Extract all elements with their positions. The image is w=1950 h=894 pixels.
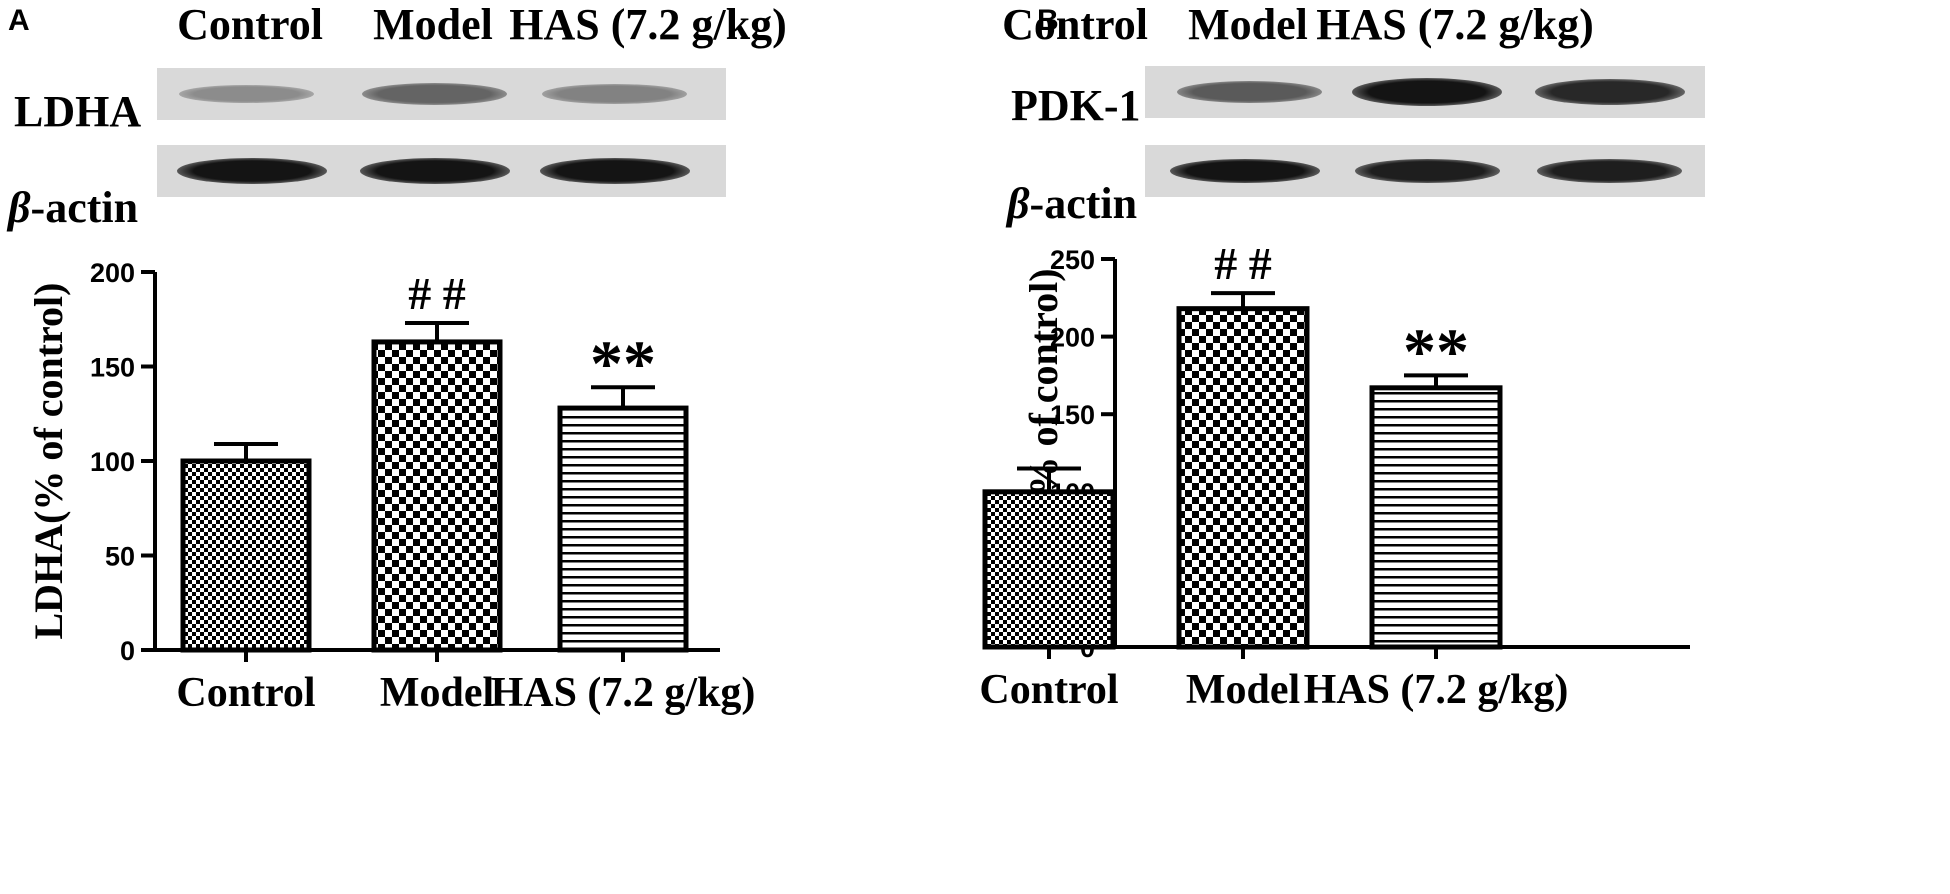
y-tick-label: 100 bbox=[90, 447, 135, 477]
blot-band bbox=[1170, 159, 1320, 183]
bar-chart-pdk1: 050100150200250PDK-1 (% of control)Contr… bbox=[979, 238, 1690, 713]
panel-letter: A bbox=[8, 4, 30, 37]
western-blot-strip bbox=[1145, 145, 1705, 197]
y-tick-label: 200 bbox=[90, 258, 135, 288]
blot-band bbox=[362, 83, 507, 105]
x-tick-label: Model bbox=[380, 670, 494, 716]
significance-label: # # bbox=[1214, 238, 1272, 289]
y-tick-label: 0 bbox=[120, 636, 135, 666]
blot-band bbox=[179, 85, 314, 103]
western-blot-strip bbox=[157, 68, 726, 120]
lane-label-model: Model bbox=[1188, 0, 1308, 49]
y-tick-label: 150 bbox=[1050, 400, 1095, 430]
bar bbox=[1176, 306, 1310, 650]
bar-chart-ldha: 0 50 100 150 200 LDHA(% of control) Control Mod… bbox=[26, 258, 756, 716]
blot-row-label: LDHA bbox=[14, 87, 142, 136]
x-tick-label: Control bbox=[176, 670, 315, 716]
significance-label: # # bbox=[408, 268, 466, 319]
y-axis-title: LDHA(% of control) bbox=[26, 283, 71, 640]
significance-label: ** bbox=[590, 327, 656, 400]
blot-band bbox=[1355, 159, 1500, 183]
western-blot-strip bbox=[1145, 66, 1705, 118]
panel-b: B Control Model HAS (7.2 g/kg) PDK-1 β-a… bbox=[975, 0, 1950, 894]
lane-label-control: Control bbox=[177, 0, 323, 49]
y-tick-label: 50 bbox=[105, 542, 135, 572]
x-tick-label: HAS (7.2 g/kg) bbox=[491, 670, 756, 716]
blot-band bbox=[1177, 81, 1322, 103]
bar bbox=[557, 405, 689, 653]
lane-label-has: HAS (7.2 g/kg) bbox=[509, 0, 787, 49]
y-tick-label: 200 bbox=[1050, 323, 1095, 353]
panel-letter: B bbox=[1037, 4, 1059, 37]
y-tick-label: 150 bbox=[90, 353, 135, 383]
x-tick-label: Control bbox=[979, 667, 1118, 713]
x-tick-label: Model bbox=[1186, 667, 1300, 713]
blot-band bbox=[1535, 79, 1685, 105]
lane-label-model: Model bbox=[373, 0, 493, 49]
lane-label-has: HAS (7.2 g/kg) bbox=[1316, 0, 1594, 49]
significance-label: ** bbox=[1403, 315, 1469, 388]
y-tick-label: 250 bbox=[1050, 245, 1095, 275]
blot-band bbox=[540, 158, 690, 184]
western-blot-strip bbox=[157, 145, 726, 197]
bar bbox=[982, 489, 1116, 650]
lane-label-control: Control bbox=[1002, 0, 1148, 49]
x-tick-label: HAS (7.2 g/kg) bbox=[1304, 667, 1569, 713]
blot-row-label: β-actin bbox=[8, 183, 139, 232]
panel-a: A Control Model HAS (7.2 g/kg) LDHA β-ac… bbox=[8, 0, 787, 716]
blot-band bbox=[1537, 159, 1682, 183]
bar bbox=[371, 339, 503, 653]
blot-band bbox=[360, 158, 510, 184]
blot-row-label: PDK-1 bbox=[1011, 81, 1141, 130]
blot-row-label: β-actin bbox=[1007, 179, 1138, 228]
blot-band bbox=[1352, 78, 1502, 106]
blot-band bbox=[177, 158, 327, 184]
bar bbox=[1369, 385, 1503, 650]
bar bbox=[180, 458, 312, 653]
blot-band bbox=[542, 84, 687, 104]
